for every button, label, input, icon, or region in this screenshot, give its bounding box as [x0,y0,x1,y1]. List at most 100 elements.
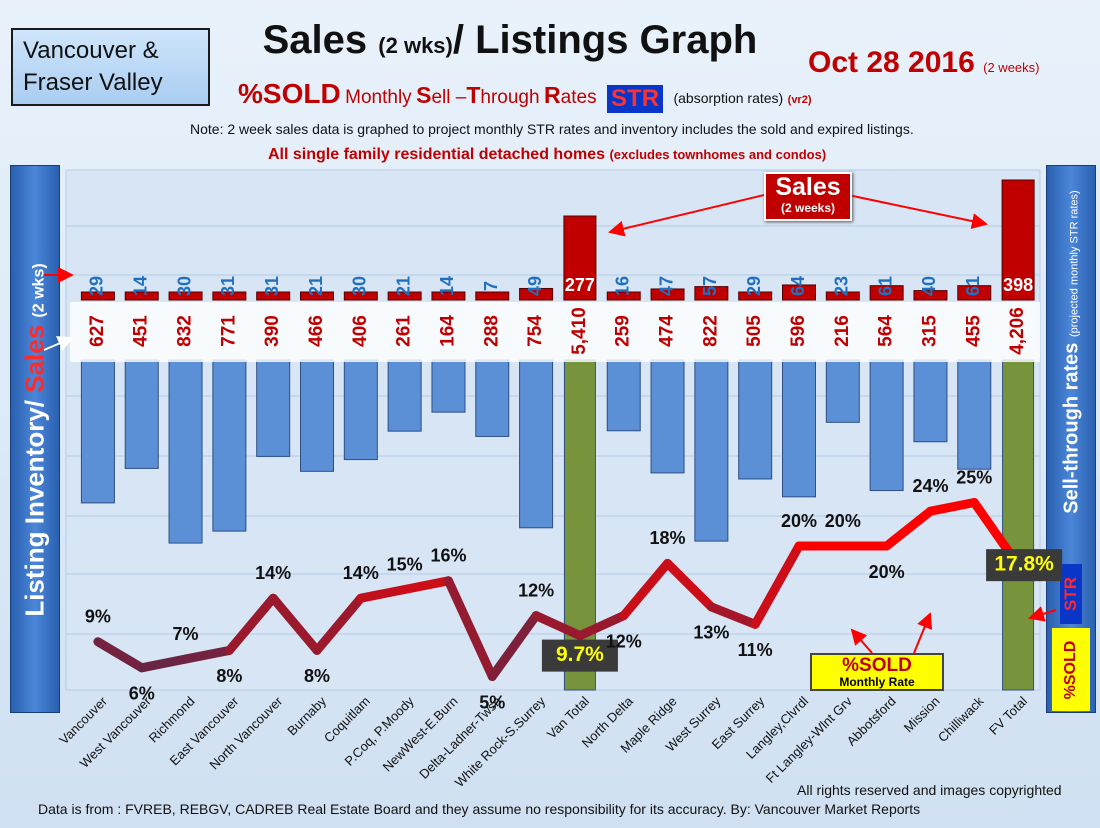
sales-bar [782,284,816,301]
str-line [93,498,1023,681]
str-line-segment [925,498,979,516]
sales-label: 14 [437,276,457,296]
inventory-bar [80,359,115,504]
sales-label: 16 [612,276,632,296]
inventory-bar [475,359,510,437]
sales-bar [387,291,422,301]
str-label: 13% [693,623,729,643]
inventory-label: 466 [306,315,327,347]
str-label: 7% [173,624,199,644]
inventory-label: 564 [876,315,897,347]
sales-bar [475,291,510,301]
left-axis-panel [10,165,60,713]
str-line-segment [663,558,716,612]
sales-label: 14 [130,276,150,296]
sales-bar [869,285,904,301]
inventory-label: 315 [919,315,940,347]
inventory-bar [519,359,554,529]
str-line-segment [706,602,760,629]
sales-bar [300,291,334,301]
sales-bar [168,291,203,301]
inventory-bar [606,359,641,432]
str-line-segment [531,611,585,641]
sales-label: 7 [481,281,501,291]
sales-callout: Sales (2 weeks) [764,172,852,221]
data-note: Note: 2 week sales data is graphed to pr… [190,121,914,137]
sales-bar [563,215,597,301]
inventory-bar [782,359,816,498]
sales-label: 64 [788,276,808,296]
scope-main: All single family residential detached h… [268,146,605,163]
title-main-2: / Listings Graph [452,18,758,62]
inventory-label: 164 [437,315,458,347]
sales-bar [519,287,554,301]
inventory-bar [300,359,334,472]
str-label: 16% [430,546,466,566]
inventory-label: 261 [394,315,415,347]
sales-label: 30 [350,276,370,296]
inventory-label-band [70,302,1040,362]
str-label: 15% [387,554,423,574]
inventory-label: 5,410 [569,307,590,355]
sales-callout-arrow-left [608,194,765,237]
subtitle-ates: ates [560,87,597,108]
inventory-bar [694,359,729,542]
subtitle-hrough: hrough [480,87,540,108]
str-total-label: 17.8% [994,553,1054,576]
sales-label: 29 [744,276,764,296]
str-label: 8% [216,666,242,686]
inventory-axis-arrow [43,336,74,351]
inventory-bar [212,359,247,532]
inventory-label: 455 [963,315,984,347]
date-text: Oct 28 2016 [808,46,975,79]
inventory-bar [913,359,948,443]
inventory-bar [256,359,291,457]
subtitle-s: S [416,82,432,108]
source-note: Data is from : FVREB, REBGV, CADREB Real… [38,801,921,817]
sold-callout-title: %SOLD [842,655,912,676]
sales-label: 29 [87,276,107,296]
str-label: 18% [650,528,686,548]
inventory-label: 771 [218,315,239,347]
inventory-bar [168,359,203,544]
str-total-box [541,639,618,672]
str-line-segment [137,654,191,673]
subtitle-sold: %SOLD [238,78,341,109]
date-note: (2 weeks) [983,60,1040,75]
copyright-note: All rights reserved and images copyright… [797,782,1062,798]
sales-label: 23 [832,276,852,296]
sales-label: 61 [963,276,983,296]
sold-callout: %SOLD Monthly Rate [810,653,944,691]
inventory-bar [1002,359,1035,691]
category-label: Mission [901,694,943,736]
subtitle-ell: ell [431,87,451,108]
sales-bar [606,291,641,301]
sales-label: 398 [1003,275,1033,295]
category-label: Burnaby [284,693,329,738]
str-line-segment [575,611,629,641]
sales-bar [431,291,466,301]
sales-label: 31 [218,276,238,296]
str-label: 6% [129,684,155,704]
inventory-label: 4,206 [1007,307,1028,355]
str-line-segment [400,576,453,594]
inventory-label: 474 [657,315,678,347]
inventory-bar [387,359,422,432]
sales-bar [80,291,115,301]
str-line-segment [93,637,147,673]
str-label: 20% [781,511,817,531]
inventory-bar [957,359,992,470]
inventory-label: 627 [87,315,108,347]
inventory-label: 832 [175,315,196,347]
sales-bar [825,291,860,301]
sales-label: 21 [393,276,413,296]
sales-callout-title: Sales [775,173,841,201]
sales-bar [1001,179,1035,301]
str-line-segment [487,611,541,681]
version-note: (vr2) [787,94,812,106]
inventory-labels: 627 451 832 771 390 466 406 261 164 288 754 5,410 25… [70,302,1040,362]
inventory-label: 259 [613,315,634,347]
inventory-label: 390 [262,315,283,347]
sales-bar [124,291,159,301]
str-label: 20% [869,562,905,582]
